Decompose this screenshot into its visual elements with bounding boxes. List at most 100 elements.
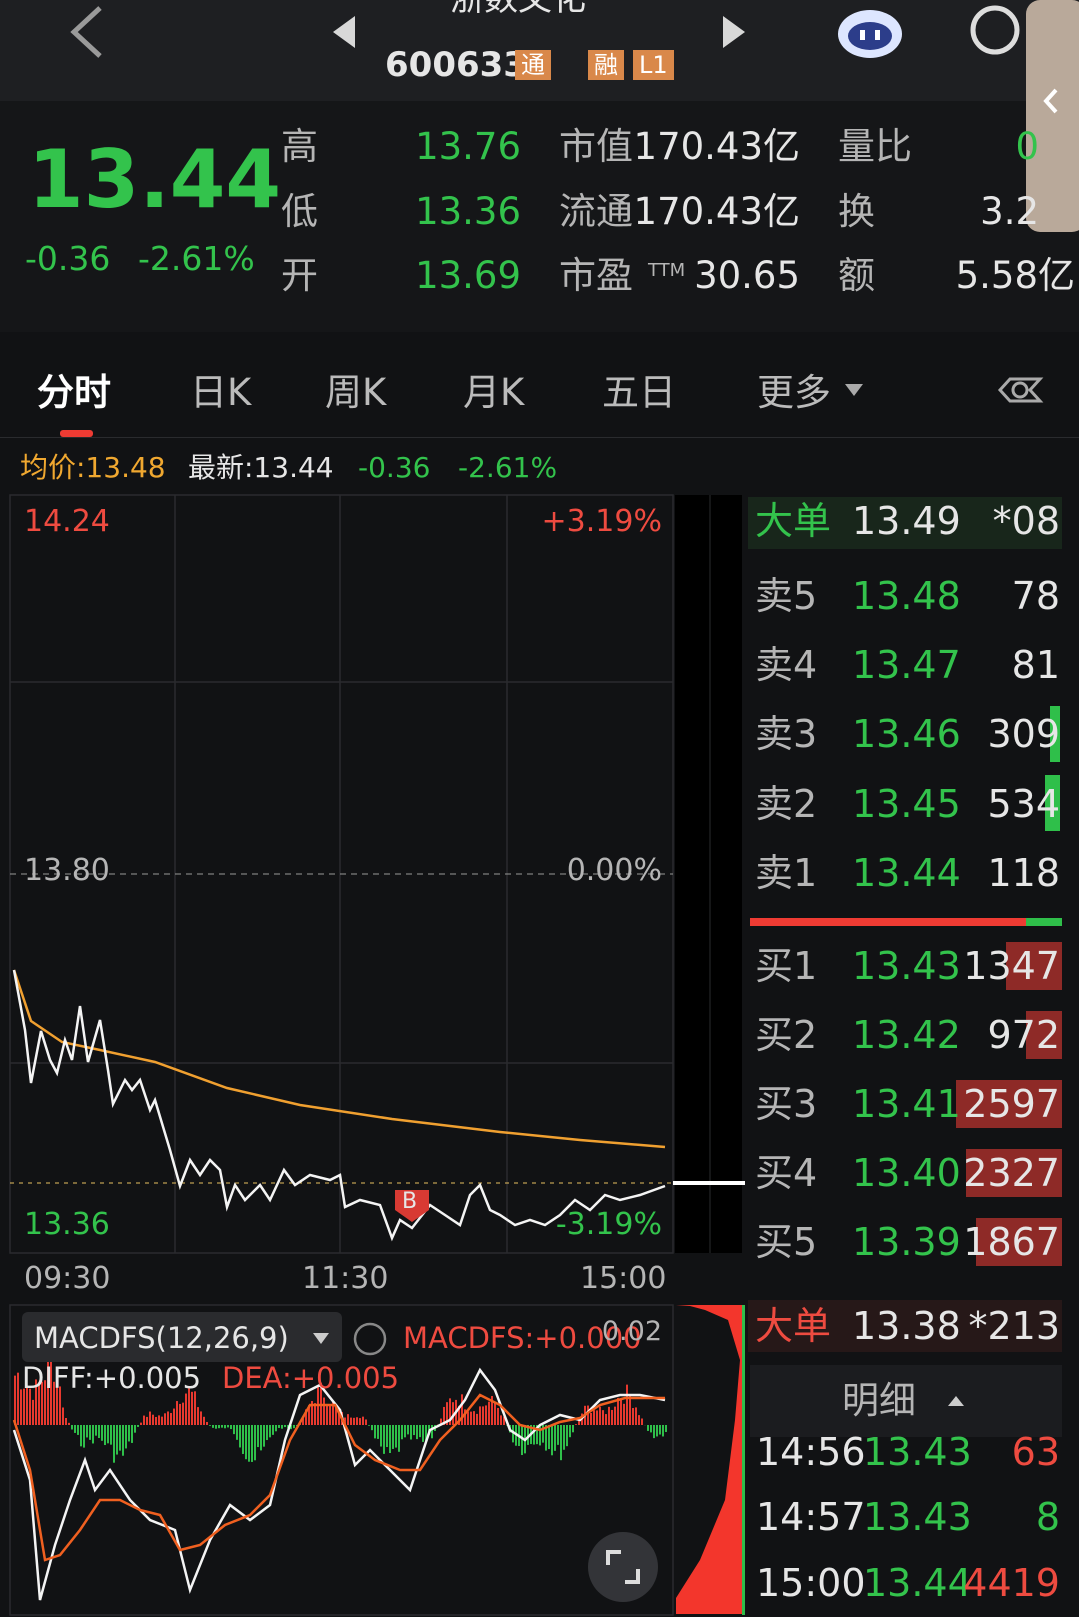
macd-bar [413,1425,415,1436]
macd-bar [146,1416,148,1425]
trade-time: 14:56 [756,1430,866,1474]
macd-bar [335,1405,337,1425]
book-label: 卖3 [755,712,818,756]
macd-bar [236,1425,238,1440]
avg-price: 均价:13.48 [20,451,166,484]
macd-bar [353,1417,355,1425]
macd-bar [491,1395,493,1425]
macd-bar [266,1425,268,1441]
macd-bar [35,1379,37,1425]
macd-bar [371,1425,373,1431]
info-change-pct: -2.61% [458,451,558,484]
fullscreen-button[interactable] [588,1532,658,1602]
tab[interactable]: 月K [463,371,525,414]
trade-price: 13.43 [863,1430,972,1474]
macd-bar [503,1416,505,1425]
search-icon[interactable] [970,5,1020,55]
macd-bar [641,1418,643,1425]
dea-line [12,1393,665,1562]
macd-bar [245,1425,247,1460]
macd-bar [140,1422,142,1425]
macd-bar [575,1424,577,1425]
details-title[interactable]: 明细 [842,1379,916,1422]
book-label: 买2 [755,1013,818,1057]
macd-bar [311,1401,313,1425]
book-price: 13.44 [852,851,961,895]
macd-bar [338,1410,340,1425]
macd-bar [611,1409,613,1425]
macd-bar [488,1401,490,1425]
macd-bar [56,1369,58,1425]
robot-icon[interactable] [838,10,902,58]
stat-value: 30.65 [694,254,800,297]
trade-volume: 8 [1035,1495,1060,1539]
macd-bar [485,1405,487,1425]
macd-bar [215,1425,217,1429]
time-label: 11:30 [302,1261,389,1296]
tab[interactable]: 五日 [602,371,676,414]
macd-bar [227,1425,229,1428]
book-volume: 972 [987,1013,1060,1057]
macd-bar [482,1406,484,1425]
macd-bar [620,1399,622,1425]
book-volume: 2327 [963,1151,1060,1195]
settings-icon[interactable] [997,377,1044,403]
stat-label: 低 [281,190,318,233]
side-tab[interactable] [1026,0,1079,232]
stat-value: 170.43亿 [633,190,800,233]
tab[interactable]: 更多 [757,371,831,414]
prev-icon[interactable] [333,16,355,48]
macd-bar [284,1425,286,1428]
macd-bar [539,1425,541,1446]
macd-bar [275,1425,277,1432]
bottom-pct: -3.19% [555,1207,662,1242]
tab[interactable]: 周K [325,371,387,414]
ttm: TTM [648,260,686,281]
macd-bar [203,1416,205,1425]
macd-bar [305,1409,307,1425]
macd-bar [230,1425,232,1430]
macd-bar [521,1425,523,1456]
macd-bar [527,1425,529,1445]
macd-bar [104,1425,106,1446]
macd-bar [233,1425,235,1435]
macd-bar [218,1425,220,1429]
macd-bar [365,1419,367,1425]
macd-bar [179,1403,181,1425]
macd-bar [386,1425,388,1448]
tab-underline [60,430,93,437]
book-price: 13.45 [852,782,961,826]
quote-bg [0,101,1079,332]
macd-bar [344,1417,346,1425]
price: 13.44 [28,133,282,226]
macd-bar [74,1425,76,1433]
book-volume: 1867 [963,1220,1060,1264]
macd-bar [107,1425,109,1444]
macd-bar [452,1402,454,1425]
tab[interactable]: 日K [190,371,252,414]
back-icon[interactable] [70,6,102,58]
macd-bar [92,1425,94,1444]
tab-active[interactable]: 分时 [37,371,111,414]
macd-bar [578,1418,580,1425]
macd-selector-bg[interactable] [22,1312,342,1362]
macd-bar [473,1411,475,1425]
badge: 通 [515,50,551,80]
macd-bar [200,1411,202,1425]
stat-label: 高 [281,125,318,168]
macd-bar [164,1413,166,1425]
macd-bar [47,1356,49,1425]
macd-bar [401,1425,403,1440]
help-icon[interactable] [353,1322,387,1356]
macd-bar [308,1405,310,1425]
macd-bar [596,1410,598,1425]
macd-bar [149,1411,151,1425]
stock-name: 浙数文化 [450,0,586,16]
macd-bar [143,1415,145,1425]
dea: DEA:+0.005 [222,1361,400,1395]
macd-name[interactable]: MACDFS(12,26,9) [34,1321,289,1355]
macd-bar [614,1406,616,1425]
macd-bar [557,1425,559,1445]
macd-bar [26,1387,28,1425]
next-icon[interactable] [723,16,745,48]
